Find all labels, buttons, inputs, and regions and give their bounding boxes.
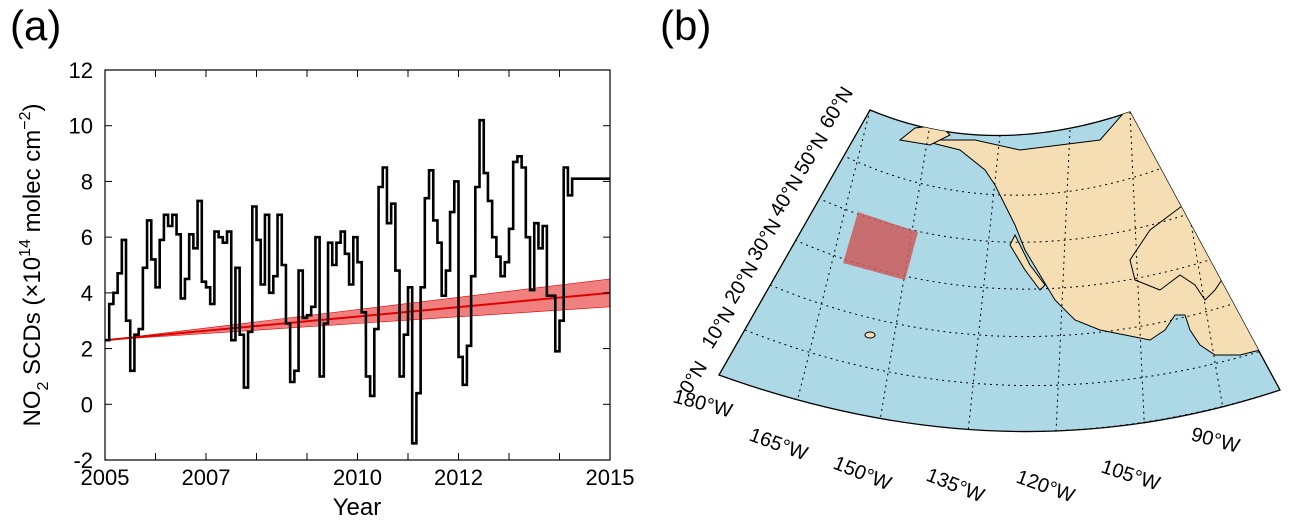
longitude-label: 165°W (746, 424, 810, 465)
latitude-line (744, 329, 1266, 387)
longitude-label: 120°W (1013, 466, 1077, 507)
y-label-sup1: 14 (17, 239, 34, 257)
baja-peninsula-land (1009, 233, 1046, 291)
no2-series-line (105, 118, 610, 445)
latitude-label: 60°N (816, 83, 858, 133)
longitude-label: 150°W (830, 452, 894, 495)
y-label-sub: 2 (35, 382, 52, 391)
y-label-unit: molec cm (19, 130, 46, 239)
latitude-label: 30°N (744, 215, 786, 265)
y-label-rest: SCDs (×10 (19, 257, 46, 382)
y-tick-label: 8 (81, 169, 93, 194)
latitude-line (769, 284, 1246, 337)
longitude-line (874, 124, 931, 432)
y-tick-label: 12 (69, 58, 93, 83)
latitude-label: 40°N (766, 171, 808, 221)
y-tick-label: 2 (81, 337, 93, 362)
y-tick-label: -2 (73, 448, 93, 473)
panel-b-label: (b) (660, 2, 711, 49)
x-tick-label: 2005 (81, 465, 130, 490)
longitude-label: 90°W (1189, 424, 1242, 458)
x-tick-label: 2010 (333, 465, 382, 490)
map-panel: 0°N10°N20°N30°N40°N50°N60°N180°W165°W150… (671, 83, 1281, 507)
longitude-line (964, 134, 1001, 432)
y-tick-label: 4 (81, 281, 93, 306)
longitude-label: 180°W (671, 386, 735, 423)
y-label-sup2: −2 (17, 111, 34, 129)
trend-line (104, 291, 611, 342)
panel-a-label: (a) (10, 2, 61, 49)
tick-layer: -2 0 2 4 6 8 10 12 2005 2007 2010 2012 2015 (69, 58, 635, 490)
y-tick-label: 0 (81, 392, 93, 417)
longitude-line (789, 110, 871, 431)
y-label-main: NO (19, 391, 46, 427)
x-tick-label: 2012 (434, 465, 483, 490)
y-tick-label: 6 (81, 225, 93, 250)
hawaii-islands (864, 331, 876, 339)
latitude-label: 20°N (721, 258, 763, 308)
x-tick-label: 2007 (182, 465, 231, 490)
y-axis-label: NO2 SCDs (×1014 molec cm−2) (17, 103, 52, 426)
longitude-line (1054, 129, 1071, 432)
latitude-label: 10°N (698, 303, 740, 353)
x-tick-label: 2015 (586, 465, 635, 490)
latitude-line (817, 197, 1201, 243)
longitude-line (1129, 111, 1146, 432)
longitude-label: 105°W (1098, 456, 1162, 496)
y-label-close: ) (19, 103, 46, 111)
longitude-label: 135°W (923, 464, 987, 507)
x-axis-label: Year (333, 494, 382, 521)
study-region-box (843, 212, 918, 280)
latitude-label: 50°N (791, 129, 833, 179)
trend-line-layer (104, 291, 611, 342)
series-layer (105, 118, 610, 445)
y-tick-label: 10 (69, 114, 93, 139)
